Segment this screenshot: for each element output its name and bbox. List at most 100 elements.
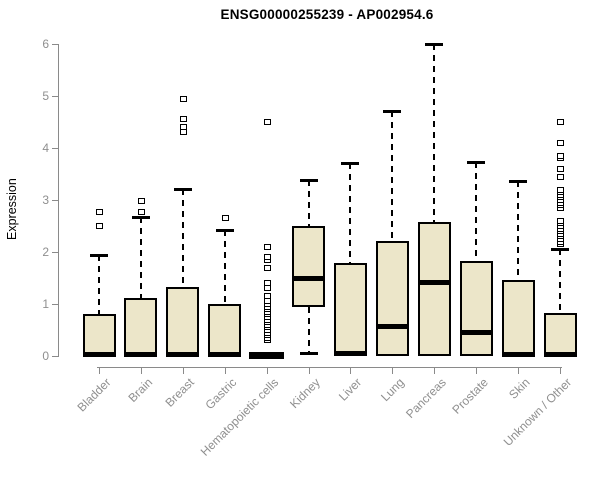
x-axis-tick <box>224 367 226 374</box>
upper-whisker-cap <box>215 228 234 232</box>
x-axis-tick <box>350 367 352 374</box>
y-axis-tick <box>52 304 58 305</box>
upper-whisker-cap <box>90 253 108 257</box>
upper-whisker-cap <box>425 43 444 46</box>
x-axis-tick <box>266 367 268 374</box>
x-axis-tick <box>392 367 394 374</box>
upper-whisker-cap <box>383 109 402 113</box>
upper-whisker <box>475 162 478 261</box>
median-line <box>208 352 242 358</box>
y-tick-label: 2 <box>42 245 49 259</box>
upper-whisker <box>181 188 184 287</box>
iqr-box <box>459 260 493 356</box>
y-tick-label: 0 <box>42 349 49 363</box>
lower-whisker-cap <box>299 352 318 356</box>
upper-whisker-cap <box>299 179 318 183</box>
upper-whisker-cap <box>341 161 360 165</box>
outlier-point <box>263 293 271 300</box>
iqr-box <box>417 222 451 356</box>
outlier-point <box>263 280 271 287</box>
y-tick-label: 3 <box>42 193 49 207</box>
y-tick-label: 6 <box>42 37 49 51</box>
x-category-label: Liver <box>336 375 365 404</box>
outlier-point <box>263 264 271 271</box>
outlier-point <box>96 208 103 215</box>
x-category-label: Prostate <box>448 375 491 417</box>
outlier-point <box>263 254 271 261</box>
outlier-point <box>263 285 271 292</box>
upper-whisker-cap <box>173 187 192 191</box>
median-line <box>82 352 116 358</box>
x-axis-tick <box>182 367 184 374</box>
outlier-point <box>137 198 145 205</box>
median-line <box>333 351 367 357</box>
collapsed-box <box>249 351 285 359</box>
median-line <box>124 352 158 358</box>
x-category-label: Lung <box>377 375 407 405</box>
x-category-label: Breast <box>162 375 198 410</box>
iqr-box <box>166 286 200 356</box>
x-axis-tick <box>99 367 100 374</box>
outlier-point <box>263 298 271 305</box>
outlier-point <box>179 116 187 123</box>
outlier-point <box>557 173 564 180</box>
y-tick-label: 5 <box>42 89 49 103</box>
outlier-point <box>179 129 187 136</box>
x-axis-tick <box>476 367 478 374</box>
median-line <box>543 352 577 358</box>
y-tick-label: 4 <box>42 141 49 155</box>
x-category-label: Hematopoietic cells <box>197 375 281 459</box>
iqr-box <box>543 312 577 356</box>
x-axis-tick <box>308 367 310 374</box>
x-axis-tick <box>434 367 436 374</box>
x-category-label: Gastric <box>202 375 239 413</box>
x-category-label: Skin <box>505 375 533 402</box>
upper-whisker <box>349 162 352 263</box>
outlier-point <box>557 139 564 146</box>
iqr-box <box>375 241 409 356</box>
x-category-label: Pancreas <box>402 375 449 422</box>
outlier-point <box>137 208 145 215</box>
upper-whisker-cap <box>131 216 150 220</box>
y-tick-label: 1 <box>42 297 49 311</box>
y-axis-line <box>58 44 59 357</box>
upper-whisker-cap <box>467 161 486 165</box>
median-line <box>166 352 200 358</box>
upper-whisker <box>559 248 561 313</box>
median-line <box>501 351 535 357</box>
iqr-box <box>124 297 158 356</box>
y-axis-tick <box>52 96 58 97</box>
x-axis-tick <box>560 367 561 374</box>
outlier-point <box>263 243 271 250</box>
lower-whisker <box>307 307 310 354</box>
y-axis-tick <box>52 252 58 253</box>
upper-whisker-cap <box>509 179 528 183</box>
y-axis-tick <box>52 356 58 357</box>
upper-whisker <box>307 180 310 226</box>
x-axis-tick <box>518 367 520 374</box>
y-axis-tick <box>52 148 58 149</box>
upper-whisker <box>139 217 142 298</box>
outlier-point <box>96 223 103 229</box>
outlier-point <box>557 119 564 125</box>
iqr-box <box>208 304 242 356</box>
x-category-label: Kidney <box>286 375 323 412</box>
outlier-point <box>557 186 564 193</box>
outlier-point <box>179 95 187 102</box>
iqr-box <box>501 280 535 356</box>
x-axis-tick <box>140 367 142 374</box>
upper-whisker <box>391 110 394 242</box>
chart-title: ENSG00000255239 - AP002954.6 <box>220 7 434 22</box>
outlier-point <box>557 152 564 159</box>
y-axis-tick <box>52 44 58 45</box>
outlier-point <box>557 165 564 172</box>
median-line <box>459 330 493 336</box>
outlier-point <box>179 124 187 131</box>
x-category-label: Bladder <box>74 375 114 415</box>
outlier-point <box>263 119 271 125</box>
upper-whisker <box>517 180 520 281</box>
median-line <box>417 279 451 285</box>
upper-whisker <box>98 254 100 315</box>
iqr-box <box>292 226 326 308</box>
